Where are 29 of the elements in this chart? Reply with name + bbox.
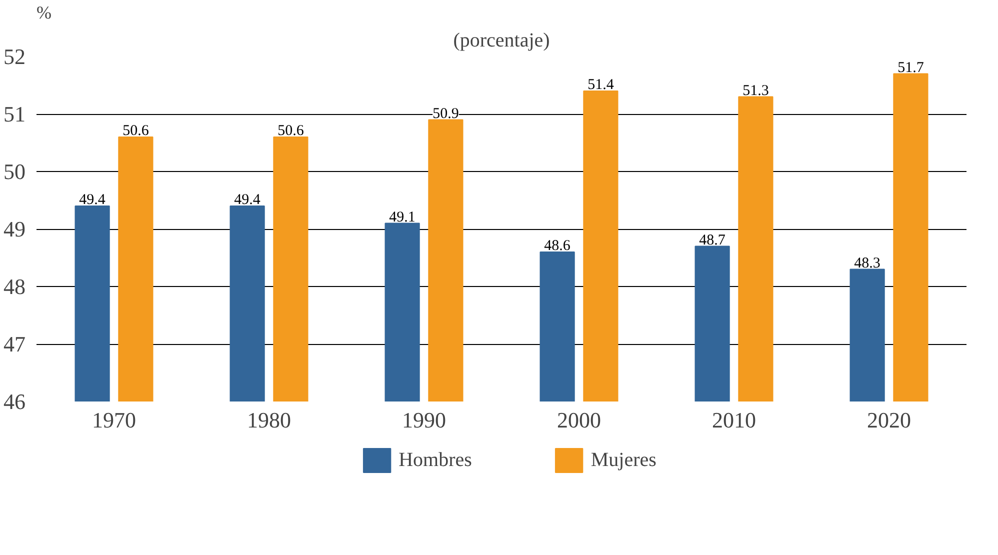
data-label: 51.3: [742, 82, 769, 99]
data-label: 48.6: [544, 238, 571, 254]
x-tick-label: 1990: [402, 408, 446, 432]
y-tick-label: 51: [4, 102, 26, 126]
chart-title: (porcentaje): [453, 30, 550, 52]
data-label: 51.4: [588, 77, 614, 93]
x-tick-label: 1970: [92, 408, 136, 432]
legend-label: Hombres: [398, 448, 472, 472]
x-tick-label: 2000: [557, 408, 601, 432]
data-label: 50.6: [122, 123, 150, 139]
y-tick-label: 49: [4, 216, 26, 242]
data-label: 49.4: [234, 192, 261, 208]
data-label: 48.3: [854, 255, 880, 272]
data-label: 51.7: [898, 60, 924, 76]
data-label: 50.9: [432, 106, 459, 122]
data-label: 49.1: [389, 209, 416, 226]
x-tick-label: 2020: [867, 408, 911, 432]
data-label: 49.4: [79, 192, 106, 208]
legend-label: Mujeres: [590, 448, 656, 472]
y-tick-label: 50: [4, 159, 26, 184]
data-label: 50.6: [278, 123, 304, 139]
y-tick-label: 47: [4, 332, 26, 356]
data-label: 48.7: [699, 232, 726, 248]
y-axis-title: %: [36, 2, 52, 22]
x-tick-label: 1980: [247, 408, 291, 432]
y-tick-label: 52: [4, 44, 26, 69]
y-tick-label: 48: [4, 274, 26, 299]
x-tick-label: 2010: [712, 408, 756, 432]
y-tick-label: 46: [4, 389, 26, 414]
